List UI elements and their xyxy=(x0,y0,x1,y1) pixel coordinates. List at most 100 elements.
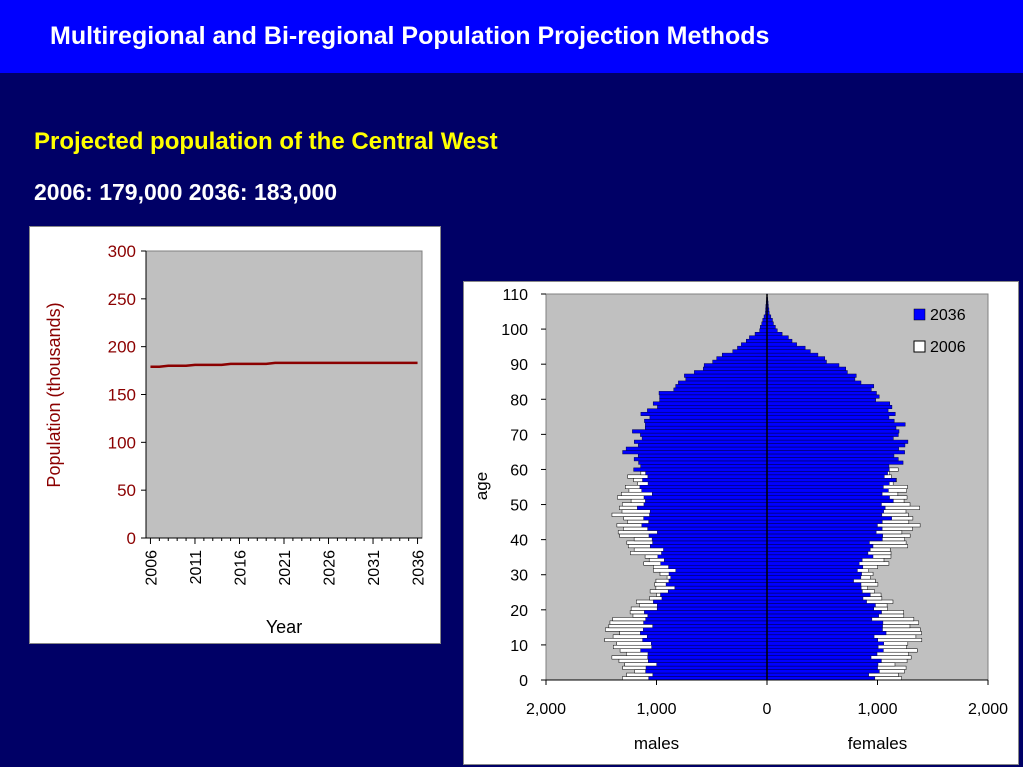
bar-female xyxy=(766,457,899,462)
y-tick-label: 0 xyxy=(519,673,528,690)
bar-male xyxy=(659,394,768,399)
bar-male xyxy=(667,589,768,594)
bar-male xyxy=(650,641,768,646)
bar-female xyxy=(766,592,871,597)
bar-female xyxy=(766,676,876,681)
bar-female xyxy=(766,551,869,556)
bar-male xyxy=(647,655,768,660)
bar-male xyxy=(661,596,768,601)
header-bar: Multiregional and Bi-regional Population… xyxy=(0,0,1023,73)
bar-male xyxy=(685,377,768,382)
bar-male xyxy=(649,512,768,517)
bar-female xyxy=(766,387,872,392)
bar-male xyxy=(668,564,768,569)
y-tick-label: 200 xyxy=(108,338,136,357)
x-tick-label: 2,000 xyxy=(968,701,1008,718)
y-tick-label: 100 xyxy=(501,322,528,339)
bar-female xyxy=(766,568,858,573)
bar-male xyxy=(657,530,768,535)
bar-female xyxy=(766,502,882,507)
bar-male xyxy=(640,432,768,437)
pyramid-chart-panel: 0 10 20 30 40 50 60 70 80 90 100 110 2,000 1,000 0 1,00… xyxy=(463,281,1019,765)
bar-female xyxy=(766,516,892,521)
bar-female xyxy=(766,533,883,538)
bar-female xyxy=(766,627,883,632)
bar-male xyxy=(648,533,768,538)
bar-female xyxy=(766,582,862,587)
series-2036 xyxy=(622,293,909,681)
bar-female xyxy=(766,429,900,434)
bar-female xyxy=(766,561,860,566)
x-tick-label: 2011 xyxy=(188,550,205,585)
bar-female xyxy=(766,512,883,517)
legend: 2036 2006 xyxy=(913,307,966,356)
bar-male xyxy=(670,575,768,580)
bar-male xyxy=(652,624,768,629)
bar-male xyxy=(661,551,768,556)
bar-female xyxy=(766,415,890,420)
bar-female xyxy=(766,439,909,444)
bar-female xyxy=(766,481,890,486)
bar-female xyxy=(766,634,875,639)
bar-male xyxy=(760,325,768,330)
bar-male xyxy=(657,554,768,559)
bar-male xyxy=(634,439,768,444)
bar-female xyxy=(766,478,897,483)
bar-female xyxy=(766,578,854,583)
bar-female xyxy=(766,662,879,667)
bar-male xyxy=(741,342,768,347)
bar-female xyxy=(766,418,895,423)
bar-male xyxy=(640,648,768,653)
bar-male xyxy=(633,457,768,462)
bar-male xyxy=(712,359,768,364)
bar-female xyxy=(766,672,869,677)
page-title: Multiregional and Bi-regional Population… xyxy=(50,22,770,50)
bar-female xyxy=(766,638,879,642)
bar-female xyxy=(766,488,889,493)
bar-male xyxy=(638,443,768,448)
bar-male xyxy=(647,651,768,656)
bar-female xyxy=(766,467,890,472)
bar-female xyxy=(766,370,848,375)
bar-female xyxy=(766,359,827,364)
bar-male xyxy=(656,606,768,611)
bar-female xyxy=(766,318,773,323)
bar-male xyxy=(678,380,768,385)
bar-male xyxy=(645,422,768,427)
bar-male xyxy=(645,669,768,674)
bar-female xyxy=(766,669,880,674)
bar-male xyxy=(649,544,768,549)
bar-female xyxy=(766,648,884,653)
bar-male xyxy=(648,676,768,681)
bar-female xyxy=(766,485,884,489)
bar-female xyxy=(766,498,894,503)
bar-female xyxy=(766,328,778,333)
x-tick-label: 1,000 xyxy=(857,701,897,718)
bar-female xyxy=(766,575,862,580)
bar-male xyxy=(651,537,768,542)
bar-female xyxy=(766,641,884,646)
y-tick-label: 40 xyxy=(510,533,528,550)
bar-female xyxy=(766,398,876,403)
bar-male xyxy=(645,665,768,670)
bar-male xyxy=(652,540,768,545)
bar-female xyxy=(766,564,864,569)
bar-male xyxy=(675,568,768,573)
bar-female xyxy=(766,408,889,413)
bar-male xyxy=(761,321,768,326)
bar-male xyxy=(737,345,768,350)
bar-male xyxy=(647,481,768,486)
bar-female xyxy=(766,613,879,618)
bar-female xyxy=(766,335,789,340)
bar-male xyxy=(645,471,768,476)
bar-male xyxy=(632,429,768,434)
bar-female xyxy=(766,345,806,350)
chart-heading: Projected population of the Central West xyxy=(34,128,498,155)
y-tick-label: 300 xyxy=(108,242,136,261)
bar-male xyxy=(732,349,768,354)
bar-female xyxy=(766,571,862,576)
bar-female xyxy=(766,495,890,500)
x-tick-label: 2021 xyxy=(277,550,294,586)
bar-female xyxy=(766,425,897,430)
bar-female xyxy=(766,509,884,514)
